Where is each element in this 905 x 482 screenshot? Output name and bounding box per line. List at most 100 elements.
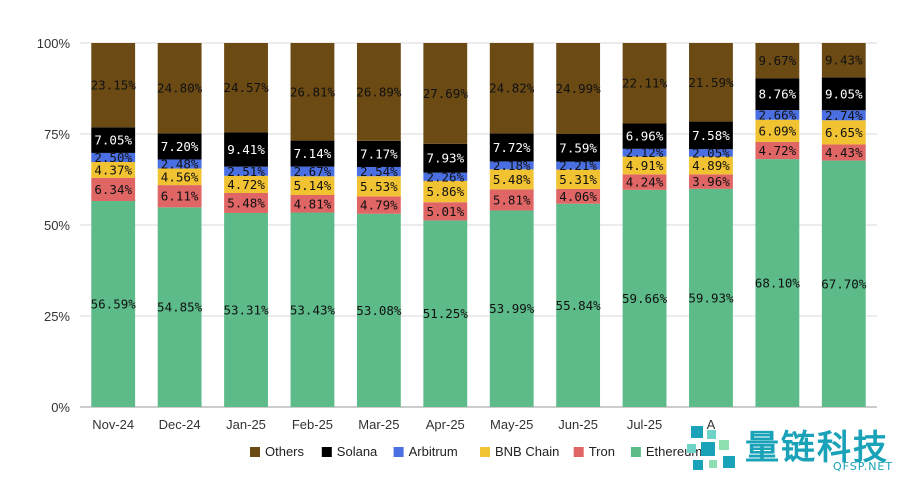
bar-segment-tron: [821, 144, 866, 161]
bar-segment-bnb-chain: [556, 169, 601, 189]
bar-segment-arbitrum: [423, 172, 468, 181]
data-label: 2.74%: [825, 108, 863, 123]
x-tick-label: Mar-25: [358, 417, 399, 432]
y-tick-label: 100%: [37, 36, 71, 51]
bar-segment-solana: [689, 121, 733, 150]
bar-segment-solana: [622, 123, 667, 149]
data-label: 2.54%: [360, 164, 398, 179]
legend-item-others: Others: [250, 444, 305, 459]
bar-segment-bnb-chain: [689, 156, 733, 175]
y-tick-label: 25%: [44, 309, 70, 324]
data-label: 53.31%: [223, 302, 269, 317]
x-tick-label: Feb-25: [292, 417, 333, 432]
data-label: 53.08%: [356, 303, 402, 318]
data-label: 4.81%: [294, 196, 332, 211]
data-label: 4.43%: [825, 145, 863, 160]
data-label: 24.57%: [223, 80, 269, 95]
data-label: 51.25%: [423, 306, 469, 321]
bar-segment-solana: [290, 140, 335, 167]
data-label: 3.96%: [692, 174, 730, 189]
bars: [91, 43, 866, 407]
bar-segment-others: [356, 43, 401, 141]
bar-segment-ethereum: [689, 188, 733, 407]
bar-segment-arbitrum: [224, 166, 268, 176]
data-label: 4.24%: [626, 175, 664, 190]
bar-segment-solana: [556, 133, 601, 162]
watermark-logo: 量链科技 QFSP.NET: [683, 420, 905, 477]
bar-segment-ethereum: [356, 213, 401, 407]
legend-swatch: [630, 447, 641, 457]
bar-segment-tron: [356, 196, 401, 214]
data-label: 2.21%: [559, 158, 597, 173]
legend-label: Tron: [589, 444, 615, 459]
data-label: 24.80%: [157, 81, 203, 96]
x-tick-label: Jun-25: [558, 417, 598, 432]
bar-segment-ethereum: [290, 212, 335, 407]
bar-segment-tron: [755, 141, 800, 160]
bar-segment-ethereum: [755, 159, 800, 407]
bar-segment-solana: [423, 143, 468, 173]
bar-segment-bnb-chain: [91, 162, 136, 178]
y-tick-label: 0%: [51, 400, 70, 415]
bar-segment-bnb-chain: [224, 175, 268, 194]
data-label: 6.11%: [161, 189, 199, 204]
bar-segment-bnb-chain: [755, 119, 800, 142]
data-label: 5.81%: [493, 192, 531, 207]
legend-item-bnb-chain: BNB Chain: [480, 444, 559, 459]
data-label: 6.96%: [626, 129, 664, 144]
data-label: 21.59%: [688, 75, 734, 90]
data-label: 4.72%: [759, 143, 797, 158]
bar-segment-tron: [224, 193, 268, 213]
legend-item-tron: Tron: [573, 444, 615, 459]
bar-segment-solana: [224, 132, 268, 167]
legend-item-solana: Solana: [321, 444, 378, 459]
data-label: 4.56%: [161, 169, 199, 184]
bar-segment-tron: [556, 188, 601, 204]
legend-swatch: [321, 447, 332, 457]
watermark-title: 量链科技: [745, 428, 889, 468]
data-label: 5.14%: [294, 178, 332, 193]
data-label: 4.89%: [692, 158, 730, 173]
bar-segment-solana: [91, 127, 136, 153]
x-tick-label: Apr-25: [426, 417, 465, 432]
bar-segment-arbitrum: [821, 110, 866, 121]
data-label: 2.48%: [161, 156, 199, 171]
logo-icon: [687, 426, 735, 470]
data-label: 2.26%: [426, 169, 464, 184]
bar-segment-bnb-chain: [489, 169, 534, 190]
x-tick-label: A: [707, 417, 716, 432]
data-label: 7.14%: [294, 146, 332, 161]
data-label: 5.01%: [426, 204, 464, 219]
bar-segment-others: [622, 43, 667, 124]
bar-segment-solana: [755, 78, 800, 111]
bar-segment-tron: [622, 174, 667, 190]
data-label: 6.34%: [94, 182, 132, 197]
bar-segment-arbitrum: [689, 149, 733, 157]
bar-segment-ethereum: [157, 207, 202, 407]
data-label: 54.85%: [157, 300, 203, 315]
bar-segment-ethereum: [556, 203, 601, 407]
data-label: 24.99%: [556, 81, 602, 96]
data-label: 5.48%: [227, 195, 265, 210]
data-label: 6.09%: [759, 123, 797, 138]
bar-segment-tron: [423, 202, 468, 221]
data-label: 26.81%: [290, 84, 336, 99]
y-axis: 0% 25% 50% 75% 100%: [37, 36, 71, 415]
legend-swatch: [573, 447, 584, 457]
bar-segment-tron: [91, 177, 136, 202]
bar-segment-solana: [489, 133, 534, 162]
bar-segment-bnb-chain: [356, 176, 401, 197]
bar-segment-arbitrum: [356, 166, 401, 177]
legend-label: Arbitrum: [409, 444, 458, 459]
data-label: 27.69%: [423, 86, 469, 101]
bar-segment-bnb-chain: [622, 156, 667, 175]
data-label: 4.79%: [360, 198, 398, 213]
bar-segment-ethereum: [91, 201, 136, 407]
bar-segment-ethereum: [423, 220, 468, 407]
bar-segment-bnb-chain: [290, 176, 335, 196]
data-label: 9.05%: [825, 86, 863, 101]
x-tick-label: Dec-24: [159, 417, 201, 432]
data-label: 4.06%: [559, 189, 597, 204]
bar-segment-others: [157, 43, 202, 134]
